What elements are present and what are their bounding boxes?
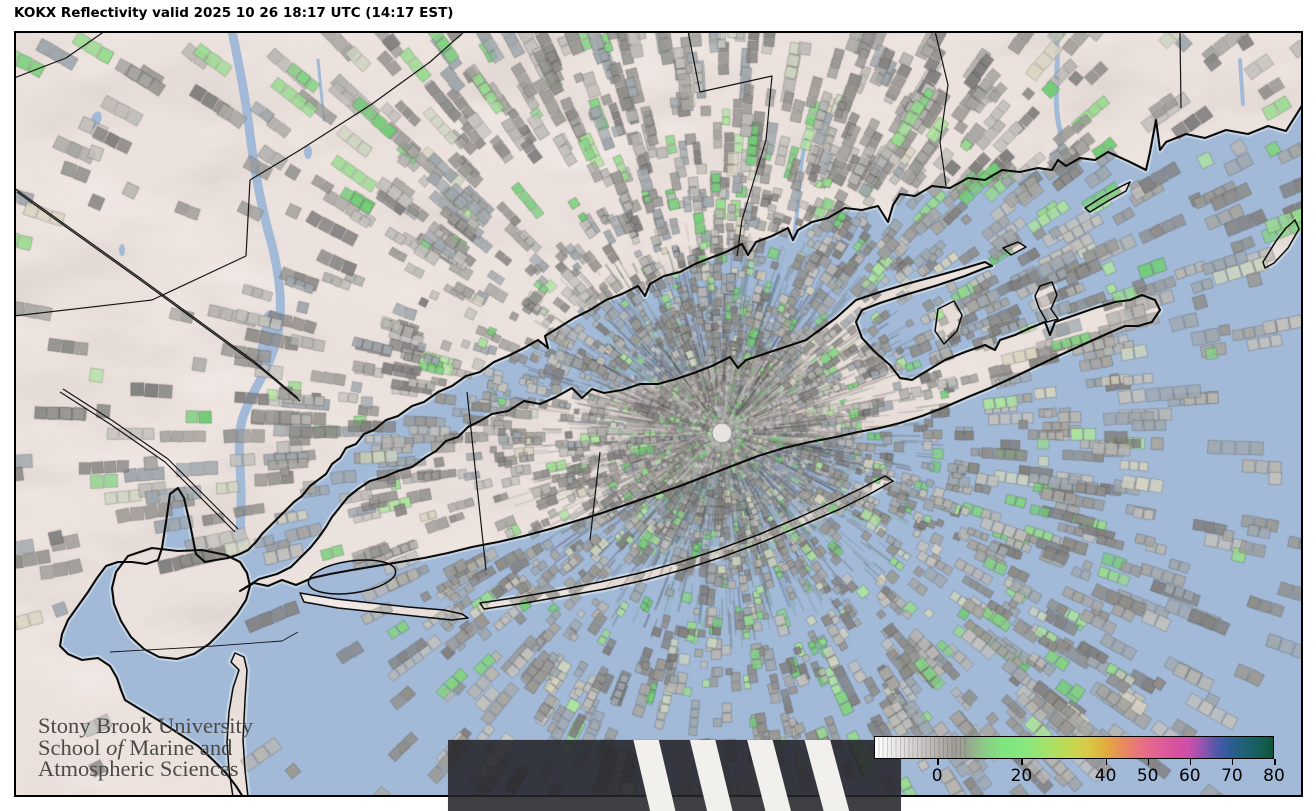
colorbar-tick-label: 20 <box>1010 766 1033 786</box>
colorbar-tick <box>937 759 939 765</box>
sbu-wordmark: Stony Brook University School of Marine … <box>38 709 253 780</box>
county-boundaries <box>16 33 1182 653</box>
coastlines <box>58 102 1301 795</box>
colorbar-tick <box>1147 759 1150 765</box>
sbu-line2: School of Marine and <box>38 734 233 760</box>
colorbar-tick-label: 50 <box>1136 766 1159 786</box>
colorbar-tick-label: 60 <box>1178 766 1201 786</box>
colorbar-gradient <box>874 736 1274 759</box>
radar-echo-canvas <box>16 33 1301 795</box>
page-title: KOKX Reflectivity valid 2025 10 26 18:17… <box>14 5 454 21</box>
sbu-line3: Atmospheric Sciences <box>38 756 239 781</box>
sbu-shield-icon <box>447 739 902 811</box>
colorbar-tick <box>1021 759 1023 765</box>
radar-map: Stony Brook University School of Marine … <box>14 31 1303 811</box>
colorbar-discrete-stripes <box>874 736 967 759</box>
colorbar-tick-label: 70 <box>1221 766 1243 786</box>
stony-brook-logo: Stony Brook University School of Marine … <box>32 709 902 811</box>
colorbar-tick <box>1105 759 1108 765</box>
boundary-layer <box>16 33 1301 795</box>
reflectivity-colorbar: 0 20 40 50 60 70 80 <box>874 736 1285 798</box>
colorbar-tick-label: 0 <box>931 766 943 786</box>
colorbar-tick-label: 80 <box>1263 766 1285 786</box>
colorbar-tick-label: 40 <box>1094 766 1117 786</box>
colorbar-tick <box>1274 759 1276 765</box>
sbu-line1: Stony Brook University <box>38 713 254 738</box>
colorbar-tick <box>1231 759 1234 765</box>
colorbar-tick <box>1189 759 1192 765</box>
